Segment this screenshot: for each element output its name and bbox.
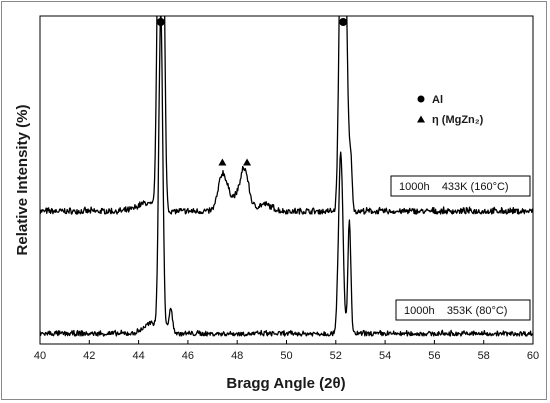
legend-triangle-icon [417,115,425,123]
x-tick-label: 40 [34,350,46,362]
legend-circle-icon [417,95,425,103]
x-tick-label: 44 [132,350,144,362]
series-layer [40,16,533,337]
legend-label: η (MgZn₂) [432,114,484,126]
series-label-boxes: 1000h 433K (160°C) 1000h 353K (80°C) [390,175,531,321]
legend: Al η (MgZn₂) [417,94,484,126]
x-tick-label: 52 [330,350,342,362]
al-peak-marker [156,18,165,26]
legend-label: Al [432,94,443,106]
al-peak-marker [339,18,348,26]
series-label-box [395,299,531,321]
x-tick-label: 58 [478,350,490,362]
mgzn2-peak-marker [218,158,227,166]
x-tick-label: 54 [379,350,391,362]
series-line-2 [40,16,533,337]
x-axis-title: Bragg Angle (2θ) [226,375,345,392]
x-tick-label: 50 [280,350,292,362]
x-tick-label: 60 [527,350,539,362]
y-axis-title: Relative Intensity (%) [14,105,31,256]
phase-markers [156,18,348,166]
series-line-1 [40,16,533,215]
series-label: 1000h 353K (80°C) [404,305,507,317]
mgzn2-peak-marker [243,158,252,166]
series-label: 1000h 433K (160°C) [399,181,509,193]
x-tick-label: 46 [182,350,194,362]
x-tick-label: 48 [231,350,243,362]
x-axis: 40 42 44 46 48 50 52 54 56 58 60 [34,340,539,362]
x-tick-label: 56 [428,350,440,362]
series-label-box [390,175,531,197]
x-tick-label: 42 [83,350,95,362]
